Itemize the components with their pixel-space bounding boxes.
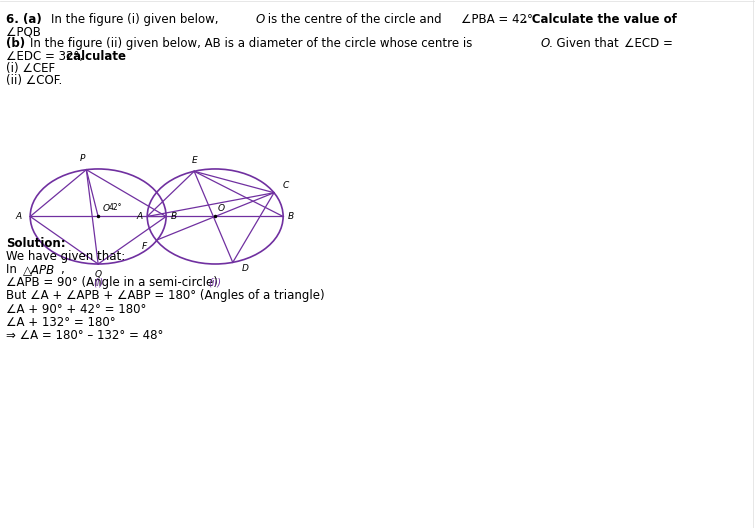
Text: calculate: calculate — [62, 50, 126, 63]
Text: A: A — [137, 212, 143, 221]
Text: O: O — [103, 204, 109, 213]
Text: (i): (i) — [93, 277, 103, 287]
Text: ∠APB = 90° (Angle in a semi-circle): ∠APB = 90° (Angle in a semi-circle) — [6, 276, 218, 289]
Text: O: O — [218, 204, 225, 213]
Text: (b): (b) — [6, 37, 29, 51]
Text: O: O — [255, 13, 264, 26]
Text: ∠ECD =: ∠ECD = — [624, 37, 673, 51]
Text: (ii) ∠COF.: (ii) ∠COF. — [6, 74, 63, 88]
Text: E: E — [191, 156, 197, 165]
Text: ∠A + 132° = 180°: ∠A + 132° = 180° — [6, 316, 116, 329]
Text: △APB: △APB — [23, 263, 56, 276]
Text: D: D — [242, 265, 248, 274]
Text: We have given that:: We have given that: — [6, 250, 125, 263]
Text: (ii): (ii) — [208, 277, 222, 287]
Text: . Given that: . Given that — [549, 37, 622, 51]
Text: (i) ∠CEF: (i) ∠CEF — [6, 62, 55, 76]
Text: In: In — [6, 263, 20, 276]
Text: B: B — [171, 212, 177, 221]
Text: In the figure (i) given below,: In the figure (i) given below, — [51, 13, 223, 26]
Text: Q: Q — [94, 270, 102, 279]
Text: Solution:: Solution: — [6, 237, 66, 250]
Text: ∠EDC = 32°,: ∠EDC = 32°, — [6, 50, 83, 63]
Text: C: C — [283, 181, 289, 190]
Text: O: O — [541, 37, 550, 51]
Text: ,: , — [60, 263, 64, 276]
Text: ∠PQB: ∠PQB — [6, 25, 41, 39]
Text: ∠A + 90° + 42° = 180°: ∠A + 90° + 42° = 180° — [6, 303, 146, 316]
Text: A: A — [15, 212, 21, 221]
Text: P: P — [80, 154, 85, 163]
Text: is the centre of the circle and: is the centre of the circle and — [264, 13, 445, 26]
Text: 42°: 42° — [109, 203, 122, 212]
Text: . Calculate the value of: . Calculate the value of — [523, 13, 677, 26]
Text: B: B — [288, 212, 294, 221]
Text: But ∠A + ∠APB + ∠ABP = 180° (Angles of a triangle): But ∠A + ∠APB + ∠ABP = 180° (Angles of a… — [6, 289, 325, 303]
Text: ⇒ ∠A = 180° – 132° = 48°: ⇒ ∠A = 180° – 132° = 48° — [6, 329, 163, 342]
Text: 6. (a): 6. (a) — [6, 13, 42, 26]
Text: F: F — [142, 242, 147, 251]
Text: In the figure (ii) given below, AB is a diameter of the circle whose centre is: In the figure (ii) given below, AB is a … — [30, 37, 476, 51]
Text: ∠PBA = 42°: ∠PBA = 42° — [461, 13, 533, 26]
